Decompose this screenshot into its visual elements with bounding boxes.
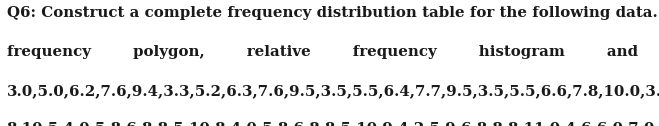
Text: frequency        polygon,        relative        frequency        histogram     : frequency polygon, relative frequency hi… (7, 45, 659, 59)
Text: 8,10.5,4.0,5.8,6.8,8.5,10.8,4.0,5.8,6.8,8.5,10.9,4.2,5.9,6.8,8.8,11.0,4.6,6.0,7.: 8,10.5,4.0,5.8,6.8,8.5,10.8,4.0,5.8,6.8,… (7, 121, 659, 126)
Text: 3.0,5.0,6.2,7.6,9.4,3.3,5.2,6.3,7.6,9.5,3.5,5.5,6.4,7.7,9.5,3.5,5.5,6.6,7.8,10.0: 3.0,5.0,6.2,7.6,9.4,3.3,5.2,6.3,7.6,9.5,… (7, 84, 659, 98)
Text: Q6: Construct a complete frequency distribution table for the following data.  A: Q6: Construct a complete frequency distr… (7, 6, 659, 20)
